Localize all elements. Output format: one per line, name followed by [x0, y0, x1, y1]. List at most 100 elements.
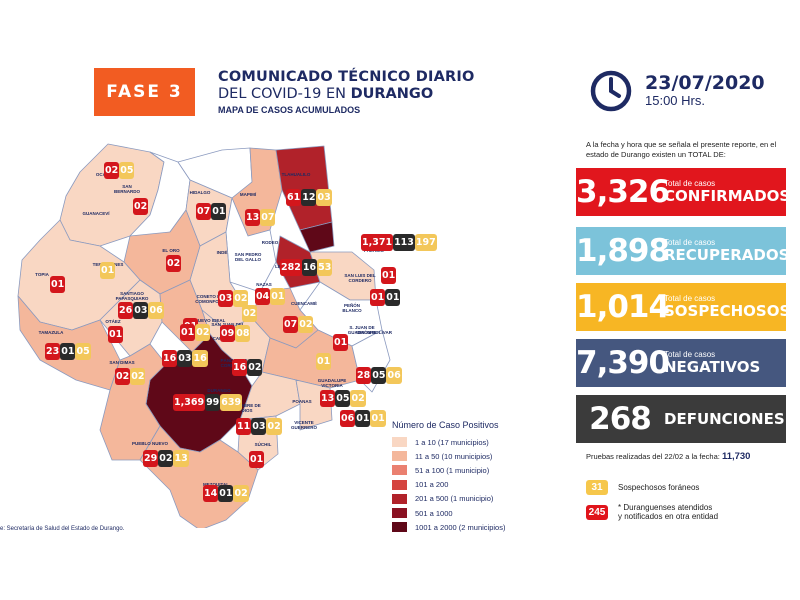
- stat-small-label: Total de casos: [664, 179, 716, 188]
- foreign-suspects-legend: 31 Sospechosos foráneos: [586, 480, 699, 495]
- badge-confirmed-count: 13: [320, 390, 336, 407]
- legend-label: 51 a 100 (1 municipio): [415, 465, 490, 475]
- other-state-label-2: y notificados en otra entidad: [618, 512, 719, 521]
- badge-suspects-count: 06: [386, 367, 402, 384]
- municipality-case-badge: 01: [381, 267, 397, 284]
- badge-suspects-count: 197: [414, 234, 437, 251]
- legend-label: 101 a 200: [415, 480, 449, 490]
- badge-suspects-count: 01: [270, 288, 286, 305]
- municipality-label: TAMAZULA: [38, 330, 64, 335]
- stat-label: NEGATIVOS: [664, 358, 761, 376]
- intro-text: A la fecha y hora que se señala el prese…: [586, 140, 777, 159]
- municipality-case-badge: 03 02: [218, 290, 249, 307]
- municipality-case-badge: 01 01: [370, 289, 401, 306]
- legend-row: 11 a 50 (10 municipios): [392, 449, 505, 463]
- badge-suspects-count: 02: [130, 368, 146, 385]
- legend-label: 201 a 500 (1 municipio): [415, 494, 494, 504]
- badge-suspects-count: 16: [192, 350, 208, 367]
- municipality-case-badge: 02: [133, 198, 149, 215]
- badge-suspects-count: 06: [148, 302, 164, 319]
- legend-swatch: [392, 451, 407, 462]
- badge-confirmed-count: 28: [356, 367, 372, 384]
- legend-label: 11 a 50 (10 municipios): [415, 451, 493, 461]
- badge-confirmed-count: 01: [180, 324, 196, 341]
- badge-confirmed-count: 01: [50, 276, 66, 293]
- badge-confirmed-count: 09: [220, 325, 236, 342]
- municipality-case-badge: 16 03 16: [162, 350, 208, 367]
- stat-box-sospechosos: 1,014 Total de casos SOSPECHOSOS: [576, 283, 790, 331]
- badge-deaths-count: 03: [177, 350, 193, 367]
- municipality-label: TLAHUALILO: [281, 172, 311, 177]
- municipality-label: GUANACEVÍ: [82, 211, 110, 216]
- municipality-case-badge: 23 01 05: [45, 343, 91, 360]
- municipality-case-badge: 01: [108, 326, 124, 343]
- badge-suspects-count: 03: [316, 189, 332, 206]
- municipality-label: NOMBRE DE DIOS: [233, 403, 261, 413]
- source-note: e: Secretaría de Salud del Estado de Dur…: [0, 526, 125, 532]
- legend-row: 201 a 500 (1 municipio): [392, 492, 505, 506]
- municipality-label: INDÉ: [216, 250, 228, 255]
- badge-deaths-count: 99: [205, 394, 221, 411]
- badge-suspects-count: 05: [119, 162, 135, 179]
- stat-value: 1,014: [576, 289, 670, 325]
- municipality-case-badge: 13 07: [245, 209, 276, 226]
- municipality-label: SANTIAGO PAPASQUIARO: [115, 291, 149, 301]
- badge-deaths-count: 01: [355, 410, 371, 427]
- municipality-case-badge: 01: [249, 451, 265, 468]
- badge-suspects-count: 639: [220, 394, 243, 411]
- stat-small-label: Total de casos: [664, 238, 716, 247]
- badge-suspects-count: 02: [242, 305, 258, 322]
- municipality-case-badge: 01 02: [180, 324, 211, 341]
- municipality-case-badge: 11 03 02: [236, 418, 282, 435]
- badge-confirmed-count: 02: [133, 198, 149, 215]
- legend-swatch: [392, 465, 407, 476]
- badge-deaths-count: 02: [158, 450, 174, 467]
- municipality-label: POANAS: [292, 399, 312, 404]
- legend-row: 1001 a 2000 (2 municipios): [392, 520, 505, 534]
- badge-confirmed-count: 06: [340, 410, 356, 427]
- badge-deaths-count: 16: [301, 259, 318, 276]
- badge-confirmed-count: 11: [236, 418, 252, 435]
- foreign-suspects-count: 31: [586, 480, 608, 495]
- legend-swatch: [392, 493, 407, 504]
- municipality-label: MEZQUITAL: [198, 482, 234, 487]
- badge-confirmed-count: 26: [118, 302, 134, 319]
- foreign-suspects-label: Sospechosos foráneos: [618, 483, 700, 492]
- legend-row: 1 a 10 (17 municipios): [392, 435, 505, 449]
- badge-deaths-count: 05: [371, 367, 387, 384]
- municipality-label: HIDALGO: [189, 190, 211, 195]
- stat-small-label: Total de casos: [664, 294, 716, 303]
- badge-confirmed-count: 23: [45, 343, 61, 360]
- badge-deaths-count: 01: [385, 289, 401, 306]
- municipality-label: GUADALUPE VICTORIA: [317, 378, 347, 388]
- badge-suspects-count: 02: [195, 324, 211, 341]
- tests-total: Pruebas realizadas del 22/02 a la fecha:…: [586, 451, 751, 462]
- municipality-case-badge: 01: [333, 334, 349, 351]
- stat-small-label: Total de casos: [664, 350, 716, 359]
- stat-label: RECUPERADOS: [664, 246, 790, 264]
- badge-suspects-count: 02: [233, 290, 249, 307]
- badge-deaths-count: 03: [251, 418, 267, 435]
- stat-box-recuperados: 1,898 Total de casos RECUPERADOS: [576, 227, 790, 275]
- stat-box-defunciones: 268 DEFUNCIONES: [576, 395, 786, 443]
- municipality-label: SAN DIMAS: [109, 360, 135, 365]
- stat-box-negativos: 7,390 Total de casos NEGATIVOS: [576, 339, 786, 387]
- clock-icon: [590, 70, 632, 112]
- report-subtitle: DEL COVID-19 EN DURANGO: [218, 86, 434, 102]
- badge-deaths-count: 02: [247, 359, 263, 376]
- badge-confirmed-count: 02: [166, 255, 182, 272]
- municipality-case-badge: 26 03 06: [118, 302, 164, 319]
- municipality-label: SAN LUIS DEL CORDERO: [344, 273, 376, 283]
- municipality-label: TOPIA: [35, 272, 49, 277]
- badge-suspects-count: 07: [260, 209, 276, 226]
- map-legend: Número de Caso Positivos 1 a 10 (17 muni…: [392, 420, 505, 534]
- badge-suspects-count: 02: [350, 390, 366, 407]
- report-time: 15:00 Hrs.: [645, 93, 705, 108]
- badge-suspects-count: 01: [316, 353, 332, 370]
- municipality-label: SAN BERNARDO: [113, 184, 140, 194]
- badge-confirmed-count: 61: [286, 189, 302, 206]
- municipality-label: S. JUAN DE GUADALUPE: [347, 325, 377, 335]
- legend-row: 501 a 1000: [392, 506, 505, 520]
- municipality-case-badge: 29 02 13: [143, 450, 189, 467]
- stat-label: CONFIRMADOS: [664, 187, 791, 205]
